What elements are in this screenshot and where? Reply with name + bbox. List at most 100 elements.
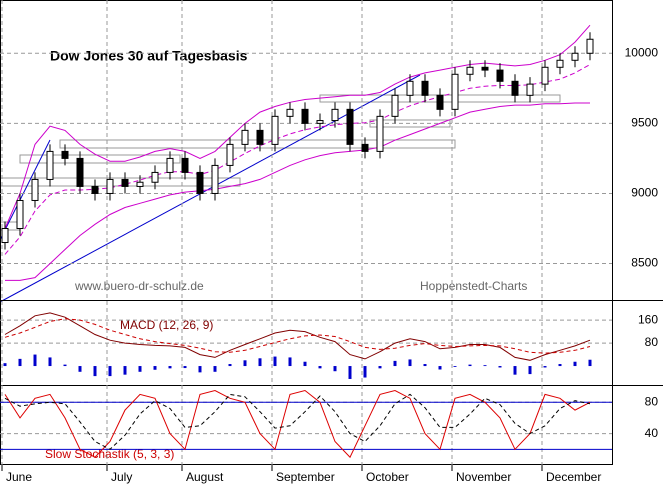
x-tick-label: September [276,470,335,484]
histogram-bar [78,366,82,372]
histogram-bar [153,366,157,370]
candle-body [106,178,114,194]
x-tick-label: August [186,470,224,484]
histogram-bar [3,363,7,367]
candle-body [436,94,444,110]
histogram-bar [288,357,292,367]
candle-body [241,129,249,145]
candle-body [526,83,534,96]
histogram-bar [198,366,202,373]
candle-body [151,171,159,183]
histogram-bar [183,366,187,369]
y-tick-label: 80 [645,335,659,349]
candle-body [466,66,474,75]
histogram-bar [33,354,37,367]
candle-body [286,108,294,117]
candle-body [586,38,594,54]
histogram-bar [588,359,592,367]
y-tick-label: 9000 [631,186,658,200]
histogram-bar [48,357,52,367]
histogram-bar [543,366,547,368]
y-tick-label: 160 [638,312,658,326]
histogram-bar [258,358,262,367]
candle-body [376,115,384,152]
histogram-bar [63,364,67,367]
candle-body [511,80,519,96]
histogram-bar [108,366,112,377]
candle-body [556,59,564,68]
frame [0,0,663,465]
candle-body [271,115,279,145]
y-tick-label: 10000 [625,45,659,59]
histogram-bar [363,366,367,378]
candle-body [346,108,354,145]
stochastic-label: Slow Stochastik (5, 3, 3) [45,447,174,461]
candle-body [61,150,69,159]
candle-body [421,80,429,96]
candle-body [361,143,369,152]
x-tick-label: July [111,470,132,484]
candle-body [196,171,204,194]
histogram-bar [213,366,217,372]
x-tick-label: December [546,470,601,484]
histogram-bar [378,366,382,369]
histogram-bar [573,361,577,367]
candle-body [181,157,189,173]
histogram-bar [243,360,247,367]
histogram-bar [138,366,142,372]
candle-body [1,228,9,244]
x-tick-label: June [6,470,32,484]
histogram-bar [438,366,442,370]
histogram-bar [528,366,532,375]
candle-body [451,73,459,110]
candle-body [121,178,129,187]
chart-title: Dow Jones 30 auf Tagesbasis [50,48,248,64]
y-tick-label: 8500 [631,256,658,270]
candle-body [76,157,84,187]
histogram-bar [333,366,337,372]
histogram-bar [498,366,502,368]
histogram-bar [423,364,427,367]
candle-body [316,120,324,124]
histogram-bar [93,366,97,377]
support-boxes [0,94,561,231]
bollinger-lower [5,102,590,281]
candle-body [331,108,339,122]
histogram-bar [18,358,22,367]
bollinger-upper [4,24,591,229]
candle-body [481,66,489,71]
candle-body [166,157,174,173]
histogram-bar [408,359,412,367]
candle-body [226,143,234,166]
histogram-bar [273,356,277,367]
candle-body [16,199,24,230]
candle-body [406,80,414,96]
y-tick-label: 80 [645,394,659,408]
candle-body [256,129,264,145]
candle-body [31,178,39,201]
indicator-line [4,389,591,459]
candle-body [541,66,549,85]
candle-body [46,150,54,180]
x-tick-label: November [456,470,511,484]
histogram-bar [513,366,517,375]
histogram-bar [318,366,322,369]
histogram-bar [558,364,562,367]
histogram-bar [393,360,397,367]
histogram-bar [228,364,232,367]
candle-body [136,181,144,187]
histogram-bar [123,366,127,375]
y-tick-label: 9500 [631,116,658,130]
histogram-bar [453,366,457,367]
histogram-bar [468,364,472,367]
histogram-bar [168,366,172,369]
watermark: www.buero-dr-schulz.de [74,279,204,293]
source-label: Hoppenstedt-Charts [420,279,527,293]
candle-body [496,69,504,82]
y-tick-label: 40 [645,426,659,440]
macd-label: MACD (12, 26, 9) [120,318,213,332]
candle-body [211,164,219,194]
candle-body [91,185,99,194]
histogram-bar [483,365,487,367]
